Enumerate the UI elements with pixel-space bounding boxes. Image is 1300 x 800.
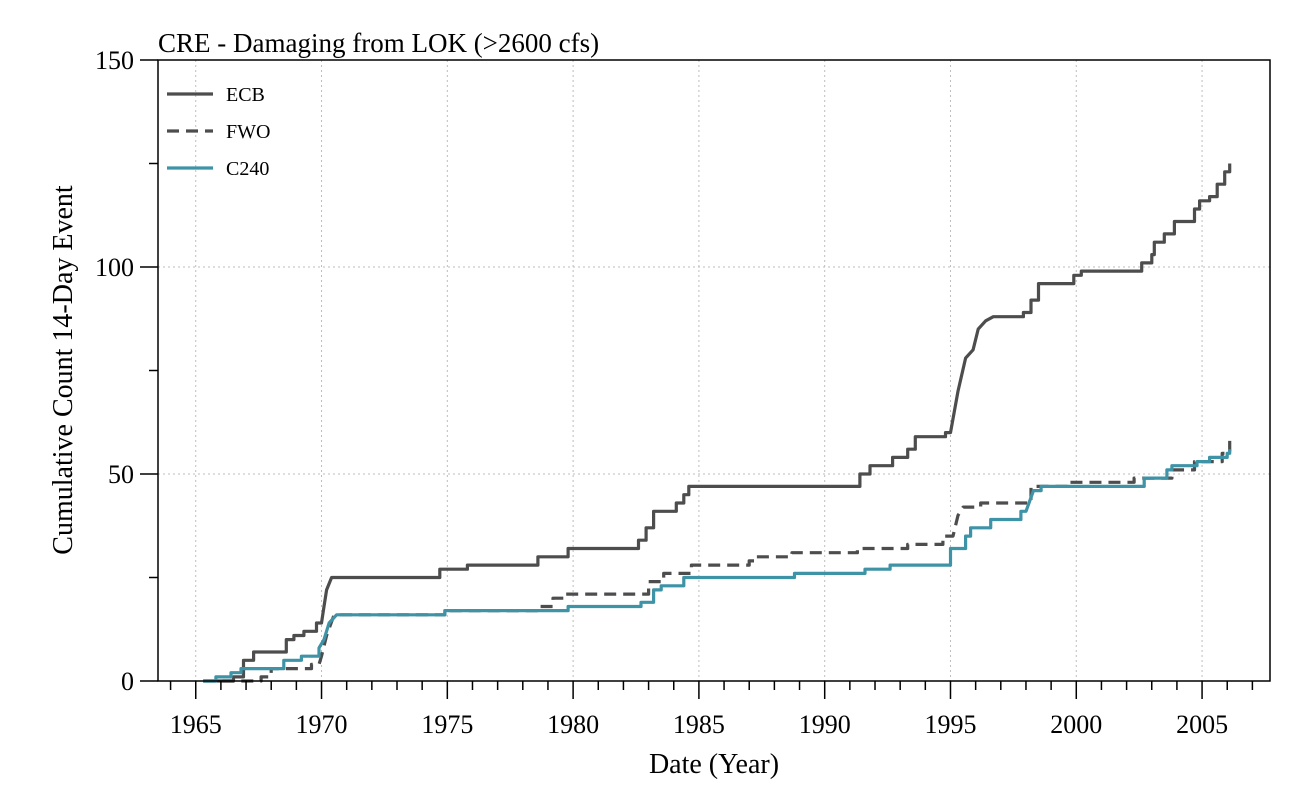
y-tick-label: 150 — [95, 46, 134, 75]
x-tick-label: 1985 — [673, 710, 725, 739]
y-axis-title: Cumulative Count 14-Day Event — [48, 185, 79, 555]
x-tick-label: 1970 — [296, 710, 348, 739]
y-tick-label: 100 — [95, 253, 134, 282]
y-tick-label: 0 — [121, 667, 134, 696]
series-line-c240 — [203, 449, 1232, 683]
y-tick-label: 50 — [108, 460, 134, 489]
series-line-fwo — [203, 440, 1232, 683]
grid-layer — [158, 60, 1270, 681]
legend-label-fwo: FWO — [226, 121, 270, 143]
plot-frame — [157, 59, 1271, 682]
series-layer — [203, 163, 1232, 683]
series-line-ecb — [203, 163, 1232, 683]
x-tick-label: 2000 — [1050, 710, 1102, 739]
x-tick-label: 2005 — [1176, 710, 1228, 739]
x-tick-label: 1975 — [421, 710, 473, 739]
x-tick-label: 1990 — [799, 710, 851, 739]
chart-title: CRE - Damaging from LOK (>2600 cfs) — [158, 28, 599, 58]
x-tick-label: 1995 — [924, 710, 976, 739]
x-axis-title: Date (Year) — [649, 749, 779, 780]
x-tick-label: 1965 — [170, 710, 222, 739]
x-tick-label: 1980 — [547, 710, 599, 739]
tick-layer: 1965 1970 1975 1980 1985 1990 1995 2000 2005 0 50 1… — [95, 46, 1254, 739]
legend-label-ecb: ECB — [226, 84, 265, 106]
legend: ECB FWO C240 — [167, 84, 270, 180]
legend-label-c240: C240 — [226, 158, 269, 180]
